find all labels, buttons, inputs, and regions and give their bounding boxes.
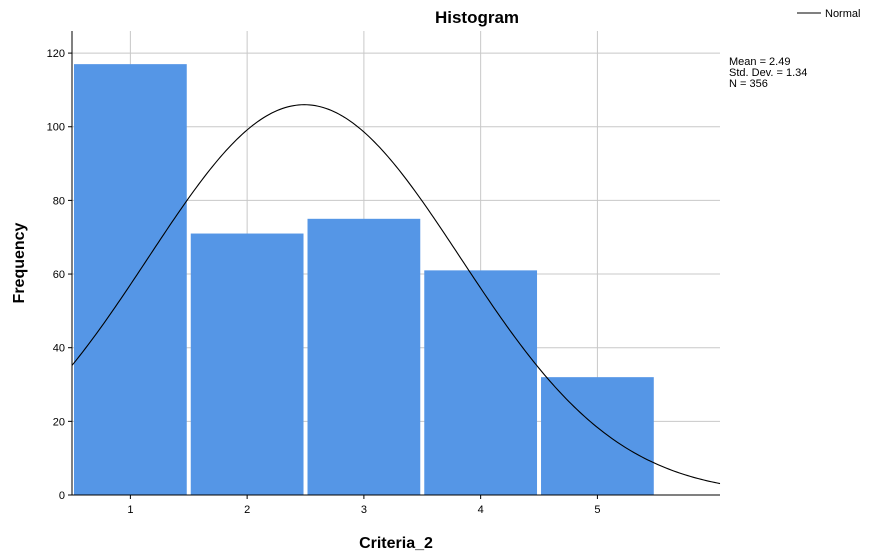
legend: Normal [797, 8, 860, 20]
bar [424, 270, 538, 495]
normal-curve [71, 104, 721, 485]
y-tick-label: 120 [47, 48, 65, 60]
bar [541, 377, 654, 495]
y-tick-label: 100 [47, 122, 65, 134]
stats-mean: Mean = 2.49 [729, 56, 790, 68]
y-tick-label: 60 [53, 269, 65, 281]
bars [74, 64, 654, 496]
bar [190, 233, 304, 496]
y-tick-label: 40 [53, 343, 65, 355]
y-tick-label: 0 [59, 490, 65, 502]
x-tick-label: 5 [594, 504, 600, 516]
x-tick-label: 3 [361, 504, 367, 516]
y-tick-label: 20 [53, 416, 65, 428]
bar [307, 218, 421, 496]
x-tick-label: 1 [127, 504, 133, 516]
bar [74, 64, 187, 496]
chart-title: Histogram [435, 8, 519, 27]
stats-n: N = 356 [729, 78, 768, 90]
y-tick-label: 80 [53, 195, 65, 207]
legend-label: Normal [825, 8, 860, 20]
stats-box: Mean = 2.49 Std. Dev. = 1.34 N = 356 [729, 56, 807, 90]
x-ticks: 1 2 3 4 5 [127, 495, 600, 516]
y-ticks: 0 20 40 60 80 100 120 [47, 48, 72, 502]
x-tick-label: 4 [478, 504, 484, 516]
y-axis-label: Frequency [11, 222, 28, 303]
x-tick-label: 2 [244, 504, 250, 516]
stats-std-dev: Std. Dev. = 1.34 [729, 67, 807, 79]
x-axis-label: Criteria_2 [359, 535, 433, 552]
